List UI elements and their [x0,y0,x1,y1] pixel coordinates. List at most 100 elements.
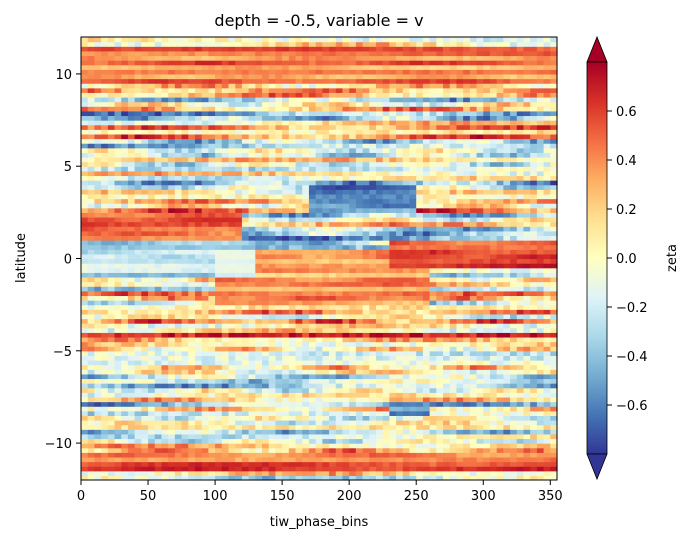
heatmap-cell [268,189,277,195]
heatmap-cell [396,189,404,195]
heatmap-cell [194,272,203,278]
heatmap-cell [375,420,384,426]
heatmap-cell [107,369,116,375]
heatmap-cell [101,410,109,416]
heatmap-cell [369,364,377,370]
heatmap-cell [523,346,531,352]
heatmap-cell [181,313,189,320]
heatmap-cell [536,198,545,204]
heatmap-cell [523,161,531,167]
heatmap-cell [134,470,142,476]
heatmap-cell [208,304,216,310]
heatmap-cell [416,452,424,458]
heatmap-cell [436,470,444,476]
heatmap-cell [228,355,236,361]
heatmap-cell [483,156,491,163]
heatmap-cell [443,258,451,264]
heatmap-cell [215,152,223,158]
heatmap-cell [476,424,484,430]
heatmap-cell [208,447,216,453]
heatmap-cell [127,198,136,204]
heatmap-cell [469,272,478,278]
heatmap-cell [329,396,337,403]
heatmap-cell [194,396,203,403]
heatmap-cell [154,281,163,287]
heatmap-cell [342,290,350,297]
heatmap-cell [94,318,102,324]
heatmap-cell [510,387,518,393]
heatmap-cell [148,410,156,416]
heatmap-cell [255,290,263,297]
heatmap-cell [382,373,390,380]
heatmap-cell [268,429,277,435]
heatmap-cell [127,267,136,273]
heatmap-cell [329,263,337,269]
heatmap-cell [107,396,116,403]
heatmap-cell [489,286,498,292]
heatmap-cell [382,203,390,209]
heatmap-cell [550,253,558,260]
heatmap-cell [355,161,364,167]
heatmap-cell [416,189,424,195]
heatmap-cell [362,373,370,380]
heatmap-cell [409,332,417,338]
heatmap-cell [456,332,464,338]
heatmap-cell [262,290,270,297]
heatmap-cell [469,466,478,472]
heatmap-cell [181,332,189,338]
heatmap-cell [308,369,317,375]
heatmap-cell [422,461,431,467]
heatmap-cell [396,272,404,278]
heatmap-cell [94,258,102,264]
heatmap-cell [188,410,196,416]
heatmap-cell [154,230,163,237]
heatmap-cell [208,216,216,223]
heatmap-cell [369,161,377,167]
heatmap-cell [530,170,538,177]
heatmap-cell [409,313,417,320]
heatmap-cell [449,420,458,426]
heatmap-cell [503,230,511,237]
heatmap-cell [262,198,270,204]
heatmap-cell [315,406,323,412]
heatmap-cell [181,207,189,213]
heatmap-cell [107,364,116,370]
heatmap-cell [134,300,142,306]
heatmap-cell [94,226,102,232]
heatmap-cell [329,415,337,421]
heatmap-cell [543,433,551,440]
heatmap-cell [476,470,484,476]
heatmap-cell [221,212,230,218]
heatmap-cell [483,373,491,380]
heatmap-cell [329,332,337,338]
heatmap-cell [154,420,163,426]
heatmap-cell [469,166,478,172]
heatmap-cell [181,355,189,361]
heatmap-cell [201,267,209,273]
heatmap-cell [194,332,203,338]
heatmap-cell [134,350,142,356]
heatmap-cell [295,249,303,255]
heatmap-cell [389,216,397,223]
heatmap-cell [275,295,283,301]
heatmap-cell [262,461,270,467]
heatmap-cell [375,216,384,223]
heatmap-cell [342,230,350,237]
heatmap-cell [443,373,451,380]
heatmap-cell [302,244,310,250]
heatmap-cell [349,406,357,412]
heatmap-cell [308,272,317,278]
heatmap-cell [375,230,384,237]
heatmap-cell [422,466,431,472]
heatmap-cell [456,272,464,278]
heatmap-cell [134,323,142,329]
heatmap-cell [476,433,484,440]
heatmap-cell [154,341,163,347]
heatmap-cell [429,415,437,421]
heatmap-cell [476,396,484,403]
heatmap-cell [101,346,109,352]
heatmap-cell [121,189,129,195]
heatmap-cell [369,466,377,472]
heatmap-cell [168,323,176,329]
heatmap-cell [288,360,297,366]
